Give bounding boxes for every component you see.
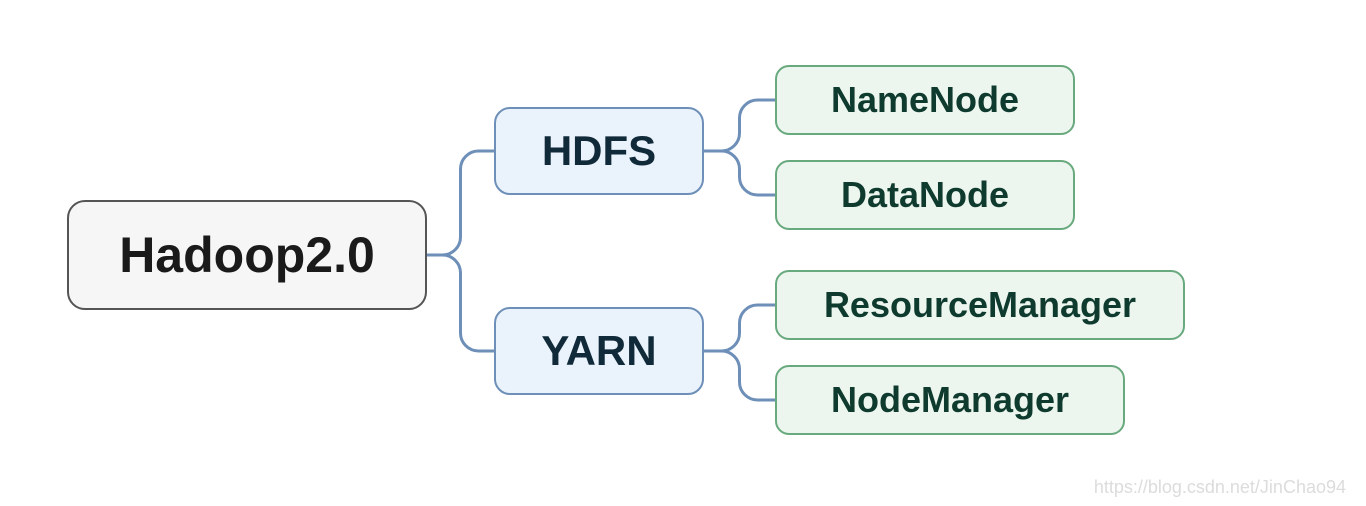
connector-yarn-nodemanager [704, 351, 775, 400]
connector-root-yarn [427, 255, 494, 351]
node-nodemanager: NodeManager [775, 365, 1125, 435]
node-namenode-label: NameNode [831, 79, 1019, 121]
connector-hdfs-datanode [704, 151, 775, 195]
node-yarn: YARN [494, 307, 704, 395]
watermark-text: https://blog.csdn.net/JinChao94 [1094, 477, 1346, 498]
node-hdfs: HDFS [494, 107, 704, 195]
node-datanode: DataNode [775, 160, 1075, 230]
node-namenode: NameNode [775, 65, 1075, 135]
node-nodemanager-label: NodeManager [831, 379, 1069, 421]
connector-hdfs-namenode [704, 100, 775, 151]
node-hdfs-label: HDFS [542, 127, 656, 175]
connector-yarn-resourcemanager [704, 305, 775, 351]
node-root-label: Hadoop2.0 [119, 226, 375, 284]
node-datanode-label: DataNode [841, 174, 1009, 216]
node-root: Hadoop2.0 [67, 200, 427, 310]
node-resourcemanager-label: ResourceManager [824, 284, 1136, 326]
node-resourcemanager: ResourceManager [775, 270, 1185, 340]
connector-root-hdfs [427, 151, 494, 255]
node-yarn-label: YARN [541, 327, 656, 375]
